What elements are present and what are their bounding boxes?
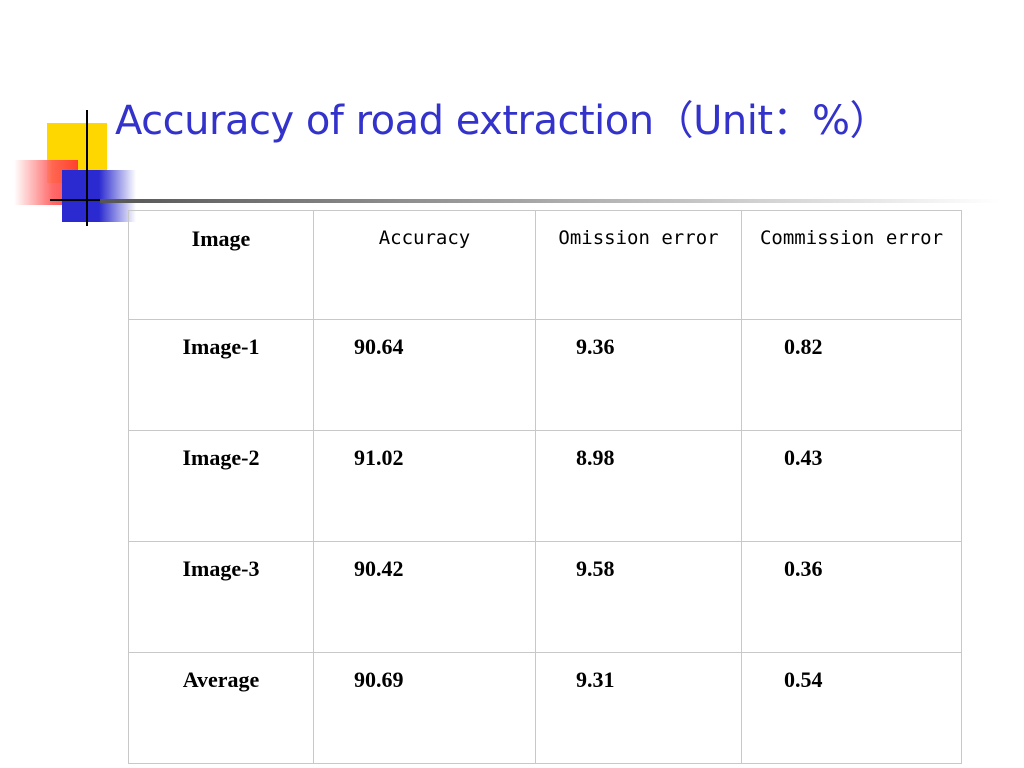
table-cell: 8.98 [535, 430, 742, 542]
results-table: Image Accuracy Omission error Commission er… [128, 210, 962, 764]
header-row: Image Accuracy Omission error Commission er… [128, 210, 962, 320]
blue-square [62, 170, 136, 222]
slide-title: Accuracy of road extraction（Unit：%） [115, 98, 890, 144]
table-cell: 90.42 [313, 541, 536, 653]
table-cell: 0.54 [741, 652, 962, 764]
header-cell: Omission error [535, 210, 742, 320]
table-cell: Image-3 [128, 541, 314, 653]
table-cell: Average [128, 652, 314, 764]
table-cell: 9.58 [535, 541, 742, 653]
table-row: Image-1 90.64 9.36 0.82 [128, 319, 962, 431]
table-cell: Image-2 [128, 430, 314, 542]
header-cell: Image [128, 210, 314, 320]
vertical-rule [86, 110, 88, 226]
table-cell: Image-1 [128, 319, 314, 431]
table-cell: 0.36 [741, 541, 962, 653]
table-row: Image-2 91.02 8.98 0.43 [128, 430, 962, 542]
header-cell: Commission error [741, 210, 962, 320]
horizontal-rule [50, 199, 130, 201]
table-cell: 91.02 [313, 430, 536, 542]
header-cell: Accuracy [313, 210, 536, 320]
table-cell: 9.36 [535, 319, 742, 431]
table-cell: 90.64 [313, 319, 536, 431]
title-underline [100, 199, 1000, 203]
table-cell: 0.82 [741, 319, 962, 431]
table-cell: 0.43 [741, 430, 962, 542]
table-cell: 9.31 [535, 652, 742, 764]
table-row: Image-3 90.42 9.58 0.36 [128, 541, 962, 653]
table-cell: 90.69 [313, 652, 536, 764]
table-row: Average 90.69 9.31 0.54 [128, 652, 962, 764]
